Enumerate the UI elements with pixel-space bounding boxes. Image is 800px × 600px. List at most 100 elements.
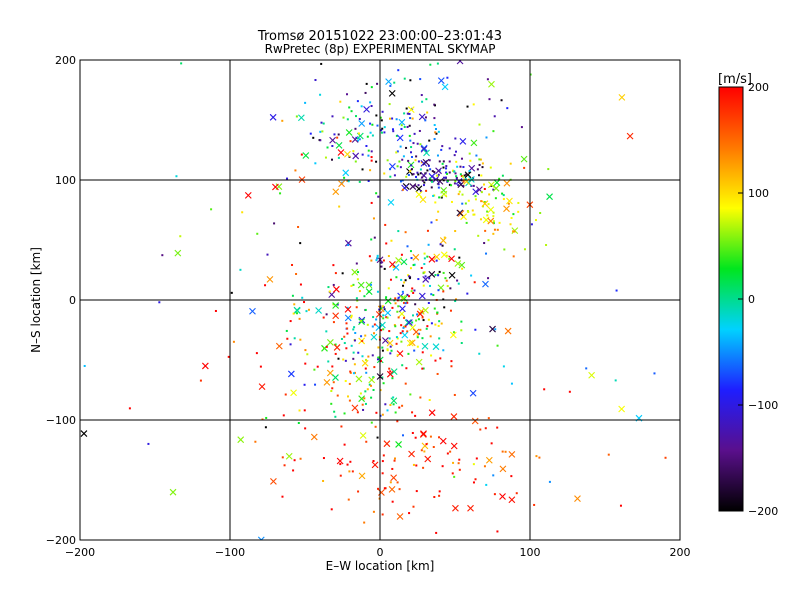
data-point-cross [439,437,447,445]
data-point-dot [83,364,86,367]
data-point-dot [393,174,396,177]
data-point-cross [441,83,449,91]
data-point-dot [473,281,476,284]
data-point-dot [343,443,346,446]
data-point-dot [402,301,405,304]
data-point-dot [510,475,513,478]
data-point-dot [440,322,443,325]
data-point-dot [325,330,328,333]
data-point-dot [496,426,499,429]
data-point-dot [517,201,520,204]
data-point-dot [427,318,430,321]
data-point-dot [427,164,430,167]
data-point-dot [424,275,427,278]
data-point-dot [430,179,433,182]
data-point-cross [420,430,427,438]
data-point-dot [461,202,464,205]
data-point-dot [147,442,150,445]
data-point-dot [412,505,415,508]
data-point-dot [390,349,393,352]
data-point-dot [367,149,370,152]
data-point-dot [409,79,412,82]
data-point-dot [366,388,369,391]
data-point-cross [368,376,376,384]
data-point-dot [420,161,423,164]
data-point-dot [416,313,419,316]
data-point-dot [180,62,183,65]
data-point-dot [475,457,478,460]
data-point-dot [408,112,411,115]
data-point-cross [332,302,340,309]
data-point-dot [477,174,480,177]
data-point-dot [314,79,317,82]
data-point-dot [370,104,373,107]
data-point-dot [363,521,366,524]
data-point-dot [299,457,302,460]
data-point-dot [538,456,541,459]
data-point-dot [429,168,432,171]
data-point-cross [449,331,457,339]
data-point-cross [472,188,480,196]
data-point-dot [492,211,495,214]
data-point-dot [466,105,469,108]
data-point-dot [346,179,349,182]
data-point-dot [381,472,384,475]
data-point-dot [402,155,405,158]
data-point-dot [437,324,440,327]
data-point-dot [304,427,307,430]
data-point-cross [335,142,343,149]
data-point-dot [432,194,435,197]
data-point-dot [430,221,433,224]
data-point-dot [507,202,510,205]
data-point-dot [345,322,348,325]
data-point-dot [483,187,486,190]
data-point-dot [458,468,461,471]
data-point-dot [438,337,441,340]
data-point-dot [406,293,409,296]
data-point-dot [448,171,451,174]
data-point-dot [430,322,433,325]
data-point-dot [408,134,411,137]
data-point-dot [439,357,442,360]
data-point-dot [464,202,467,205]
colorbar-label: [m/s] [718,72,752,87]
data-point-dot [381,346,384,349]
data-point-cross [399,305,406,313]
data-point-dot [389,84,392,87]
data-point-dot [433,171,436,174]
data-point-dot [361,355,364,358]
data-point-dot [396,481,399,484]
data-point-dot [289,343,292,346]
colorbar [718,86,744,512]
data-point-dot [325,345,328,348]
data-point-dot [380,329,383,332]
data-point-dot [285,329,288,332]
data-point-dot [442,298,445,301]
data-point-dot [394,302,397,305]
data-point-dot [454,137,457,140]
data-point-cross [422,158,430,166]
data-point-dot [415,464,418,467]
data-point-dot [409,393,412,396]
data-point-dot [462,166,465,169]
data-point-dot [397,230,400,233]
data-point-dot [424,119,427,122]
data-point-dot [404,382,407,385]
data-point-dot [337,156,340,159]
data-point-dot [416,171,419,174]
data-point-dot [444,277,447,280]
data-point-dot [401,330,404,333]
data-point-dot [281,119,284,122]
data-point-dot [408,124,411,127]
data-point-cross [450,442,458,450]
data-point-dot [303,301,306,304]
data-point-dot [372,388,375,391]
data-point-dot [413,184,416,187]
data-point-dot [372,316,375,319]
data-point-dot [461,193,464,196]
data-point-dot [264,426,267,429]
data-point-dot [407,352,410,355]
data-point-dot [273,222,276,225]
data-point-dot [474,478,477,481]
data-point-cross [508,496,516,504]
